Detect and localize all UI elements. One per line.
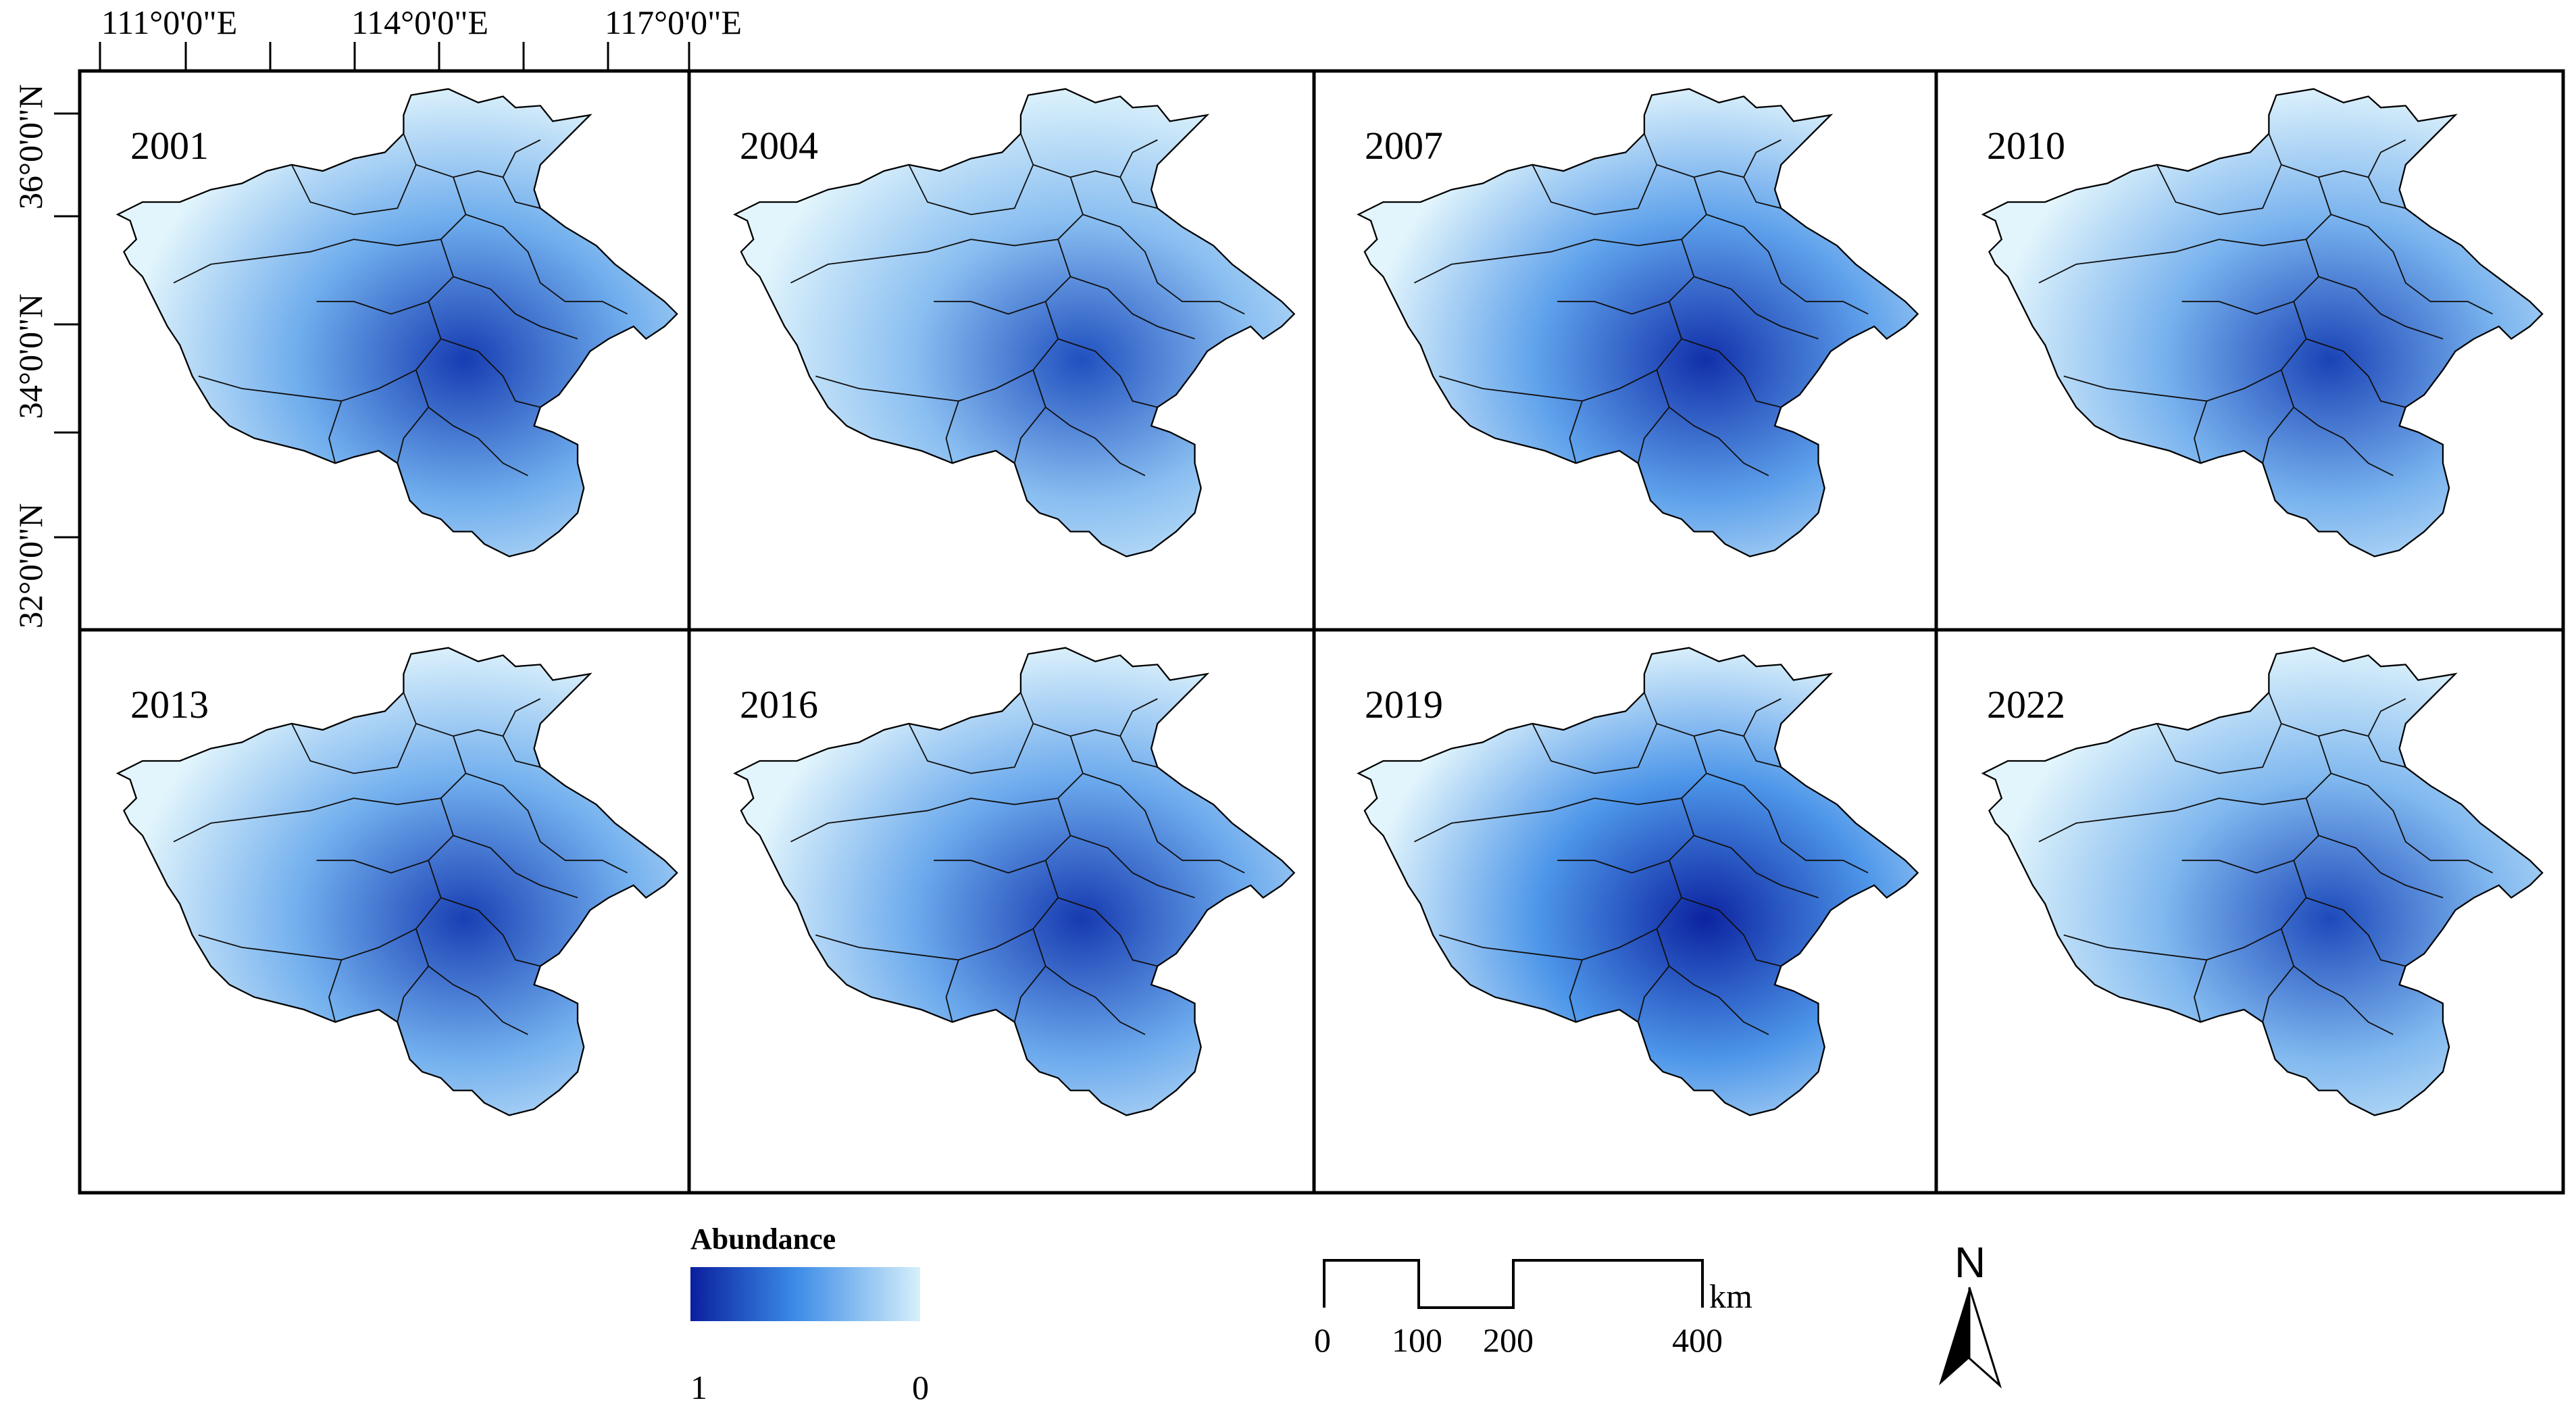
map-panels xyxy=(78,69,2565,1195)
north-arrow: N xyxy=(1939,1238,2002,1389)
map-panel-2016: 2016 xyxy=(734,647,1295,1116)
province-shape xyxy=(734,647,1295,1116)
north-arrow-light-icon xyxy=(1968,1287,2002,1389)
north-arrow-dark-icon xyxy=(1939,1287,1969,1385)
year-label: 2013 xyxy=(130,683,209,726)
map-panel-2019: 2019 xyxy=(1357,647,1919,1116)
legend-min-label: 1 xyxy=(690,1368,707,1406)
map-panel-2001: 2001 xyxy=(117,88,678,558)
lon-label-114: 114°0'0"E xyxy=(351,3,488,41)
lat-label-34: 34°0'0"N xyxy=(11,293,49,419)
lat-label-32: 32°0'0"N xyxy=(11,503,49,628)
year-label: 2022 xyxy=(1987,683,2065,726)
map-panel-2022: 2022 xyxy=(1982,647,2544,1116)
scale-unit: km xyxy=(1709,1277,1752,1315)
legend: Abundance 1 0 xyxy=(690,1222,929,1406)
legend-max-label: 0 xyxy=(912,1368,929,1406)
scale-bar: km 0 100 200 400 xyxy=(1314,1259,1752,1359)
lon-label-111: 111°0'0"E xyxy=(101,3,237,41)
scale-label-100: 100 xyxy=(1392,1321,1442,1359)
lon-label-117: 117°0'0"E xyxy=(605,3,742,41)
province-shape xyxy=(734,88,1295,558)
north-label: N xyxy=(1954,1238,1986,1287)
legend-colorbar xyxy=(690,1267,920,1321)
map-panel-2007: 2007 xyxy=(1357,88,1919,558)
latitude-axis: 36°0'0"N 34°0'0"N 32°0'0"N xyxy=(11,71,81,628)
year-label: 2001 xyxy=(130,124,209,168)
year-label: 2007 xyxy=(1365,124,1443,168)
scale-label-400: 400 xyxy=(1672,1321,1723,1359)
lat-label-36: 36°0'0"N xyxy=(11,84,49,209)
map-panel-2004: 2004 xyxy=(734,88,1295,558)
scale-label-0: 0 xyxy=(1314,1321,1331,1359)
scale-label-200: 200 xyxy=(1483,1321,1534,1359)
province-shape xyxy=(1982,88,2544,558)
longitude-axis: 111°0'0"E 114°0'0"E 117°0'0"E xyxy=(80,3,742,72)
year-label: 2004 xyxy=(740,124,818,168)
legend-title: Abundance xyxy=(690,1222,836,1256)
map-panel-2010: 2010 xyxy=(1982,88,2544,558)
year-label: 2016 xyxy=(740,683,818,726)
map-panel-2013: 2013 xyxy=(117,647,678,1116)
province-shape xyxy=(1982,647,2544,1116)
year-label: 2019 xyxy=(1365,683,1443,726)
year-label: 2010 xyxy=(1987,124,2065,168)
